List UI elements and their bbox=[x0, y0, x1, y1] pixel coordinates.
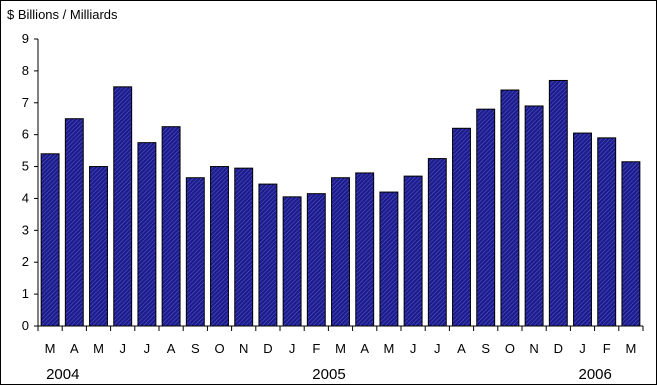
y-tick-label: 7 bbox=[22, 95, 29, 110]
bar bbox=[306, 193, 326, 327]
x-tick-label: F bbox=[312, 341, 320, 356]
bar bbox=[500, 89, 520, 327]
x-tick-label: J bbox=[119, 341, 126, 356]
bar bbox=[282, 196, 302, 327]
x-tick-label: J bbox=[434, 341, 441, 356]
bar bbox=[548, 79, 568, 327]
bar bbox=[234, 167, 254, 327]
bar bbox=[597, 137, 617, 327]
x-tick-label: F bbox=[603, 341, 611, 356]
x-tick-label: M bbox=[335, 341, 346, 356]
x-tick-label: J bbox=[410, 341, 417, 356]
bar bbox=[137, 142, 157, 327]
y-tick-label: 6 bbox=[22, 127, 29, 142]
bar bbox=[40, 153, 60, 327]
year-label: 2004 bbox=[46, 366, 79, 383]
bar bbox=[331, 177, 350, 327]
unit-label: $ Billions / Milliards bbox=[7, 7, 118, 22]
bar bbox=[427, 158, 447, 327]
bar bbox=[452, 127, 471, 327]
y-tick-label: 8 bbox=[22, 63, 29, 78]
x-tick-label: M bbox=[383, 341, 394, 356]
bar bbox=[355, 172, 375, 327]
bar bbox=[476, 108, 496, 327]
bar bbox=[161, 126, 181, 327]
x-tick-label: O bbox=[214, 341, 224, 356]
bar bbox=[621, 161, 641, 327]
bar bbox=[64, 118, 84, 327]
x-tick-label: S bbox=[481, 341, 490, 356]
x-tick-label: O bbox=[505, 341, 515, 356]
bar bbox=[524, 105, 544, 327]
year-label: 2006 bbox=[579, 366, 612, 383]
bar bbox=[403, 175, 423, 327]
x-tick-label: J bbox=[289, 341, 296, 356]
bar bbox=[89, 166, 108, 327]
bar bbox=[258, 183, 278, 327]
x-tick-label: M bbox=[93, 341, 104, 356]
x-tick-label: S bbox=[191, 341, 200, 356]
x-tick-label: D bbox=[554, 341, 563, 356]
bar bbox=[185, 177, 205, 327]
y-tick-label: 1 bbox=[22, 286, 29, 301]
year-label: 2005 bbox=[312, 366, 345, 383]
y-tick-label: 5 bbox=[22, 159, 29, 174]
y-tick-label: 2 bbox=[22, 254, 29, 269]
x-tick-label: N bbox=[239, 341, 248, 356]
x-tick-label: J bbox=[579, 341, 586, 356]
y-tick-label: 3 bbox=[22, 222, 29, 237]
x-tick-label: N bbox=[529, 341, 538, 356]
x-tick-label: A bbox=[457, 341, 466, 356]
y-tick-label: 0 bbox=[22, 318, 29, 333]
bar bbox=[573, 132, 592, 327]
x-tick-label: A bbox=[70, 341, 79, 356]
x-tick-label: M bbox=[45, 341, 56, 356]
x-tick-label: A bbox=[167, 341, 176, 356]
x-tick-label: D bbox=[263, 341, 272, 356]
bar bbox=[113, 86, 133, 327]
x-tick-label: M bbox=[625, 341, 636, 356]
y-tick-label: 4 bbox=[22, 190, 29, 205]
bar bbox=[379, 191, 399, 327]
x-tick-label: A bbox=[360, 341, 369, 356]
y-tick-label: 9 bbox=[22, 31, 29, 46]
bar bbox=[210, 166, 229, 327]
x-tick-label: J bbox=[144, 341, 151, 356]
